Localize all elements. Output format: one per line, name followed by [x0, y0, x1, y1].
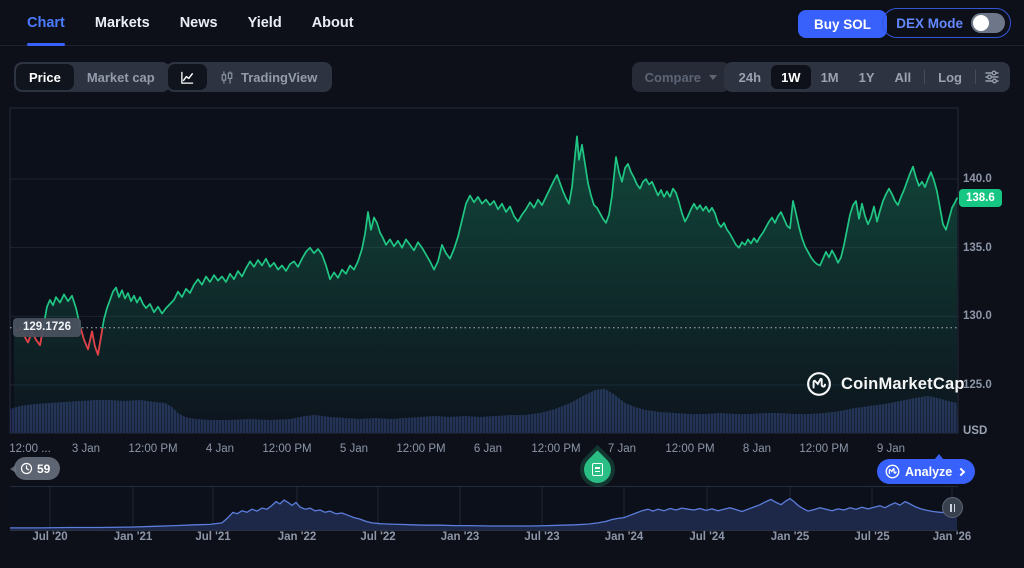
chart-type-switch: TradingView [166, 62, 333, 92]
price-marketcap-switch: Price Market cap [14, 62, 170, 92]
y-tick-label: 135.0 [963, 241, 992, 254]
tab-price[interactable]: Price [16, 64, 74, 90]
tradingview-mode-button[interactable]: TradingView [207, 64, 330, 90]
minimap-tick-label: Jul '20 [32, 531, 68, 543]
minimap-tick-label: Jan '25 [770, 531, 810, 543]
x-tick-label: 3 Jan [71, 443, 101, 455]
minimap-tick-label: Jan '23 [440, 531, 480, 543]
prev-close-price-pill: 129.1726 [13, 318, 81, 337]
nav-tabs: Chart Markets News Yield About [27, 0, 354, 46]
x-tick-label: 9 Jan [876, 443, 906, 455]
range-button-1w[interactable]: 1W [771, 65, 811, 89]
tab-about[interactable]: About [311, 15, 354, 31]
minimap-tick-label: Jul '23 [524, 531, 560, 543]
minimap-range-handle[interactable] [942, 497, 963, 518]
y-tick-label: 130.0 [963, 310, 992, 323]
dex-mode-switch[interactable] [971, 13, 1005, 33]
coinmarketcap-logo-icon [807, 372, 831, 396]
chart-settings-button[interactable] [979, 65, 1005, 89]
x-tick-label: 6 Jan [473, 443, 503, 455]
minimap-tick-label: Jan '22 [277, 531, 317, 543]
x-tick-label: 8 Jan [742, 443, 772, 455]
range-button-1m[interactable]: 1M [820, 69, 839, 85]
x-tick-label: 12:00 PM [396, 443, 446, 455]
analyze-label: Analyze [905, 464, 953, 479]
tab-news[interactable]: News [179, 15, 218, 31]
sliders-icon [985, 70, 999, 84]
tab-market-cap[interactable]: Market cap [86, 69, 155, 85]
chevron-right-icon [957, 467, 966, 476]
coinmarketcap-watermark: CoinMarketCap [806, 371, 965, 397]
history-count: 59 [37, 461, 51, 476]
divider [975, 70, 976, 84]
minimap-tick-label: Jul '24 [689, 531, 725, 543]
watermark-text: CoinMarketCap [841, 374, 965, 393]
x-tick-label: 7 Jan [607, 443, 637, 455]
x-tick-label: 12:00 PM [531, 443, 581, 455]
time-range-selector: 24h 1W 1M 1Y All Log [723, 62, 1010, 92]
x-tick-label: 12:00 PM [128, 443, 178, 455]
minimap-tick-label: Jan '24 [604, 531, 644, 543]
x-tick-label: 5 Jan [339, 443, 369, 455]
x-tick-label: 4 Jan [205, 443, 235, 455]
log-scale-button[interactable]: Log [938, 69, 962, 85]
line-chart-mode-button[interactable] [168, 64, 207, 90]
x-tick-label: 12:00 PM [799, 443, 849, 455]
range-button-24h[interactable]: 24h [738, 69, 762, 85]
x-tick-label: 12:00 PM [262, 443, 312, 455]
tab-yield[interactable]: Yield [247, 15, 282, 31]
divider [924, 70, 926, 84]
coinmarketcap-logo-icon [885, 464, 900, 479]
currency-label: USD [963, 425, 988, 437]
clock-history-icon [20, 462, 33, 475]
top-nav: Chart Markets News Yield About Buy SOL DEX M… [0, 0, 1024, 46]
toggle-knob [973, 15, 989, 31]
dex-mode-toggle-pill[interactable]: DEX Mode [882, 8, 1011, 38]
y-tick-label: 140.0 [963, 173, 992, 185]
current-price-badge: 138.6 [959, 189, 1002, 207]
dex-mode-label: DEX Mode [896, 15, 963, 31]
tab-markets[interactable]: Markets [94, 15, 150, 31]
chevron-down-icon [709, 74, 717, 80]
analyze-button[interactable]: Analyze [877, 454, 976, 484]
minimap-tick-label: Jan '26 [932, 531, 972, 543]
candlestick-icon [221, 70, 233, 84]
range-button-1y[interactable]: 1Y [858, 69, 875, 85]
y-tick-label: 125.0 [963, 379, 992, 391]
line-chart-icon [181, 71, 194, 84]
compare-label: Compare [644, 69, 701, 85]
document-icon [592, 463, 603, 476]
history-count-badge[interactable]: 59 [9, 457, 61, 480]
range-button-all[interactable]: All [894, 69, 912, 85]
minimap-tick-label: Jul '21 [195, 531, 231, 543]
tradingview-label: TradingView [241, 69, 318, 85]
minimap-tick-label: Jul '22 [360, 531, 396, 543]
tab-chart[interactable]: Chart [27, 0, 65, 46]
compare-button[interactable]: Compare [631, 62, 730, 92]
x-tick-label: 12:00 PM [665, 443, 715, 455]
minimap-tick-label: Jul '25 [854, 531, 890, 543]
x-tick-label: 12:00 ... [9, 443, 51, 455]
range-buttons: 24h 1W 1M 1Y All [729, 65, 922, 89]
minimap-tick-label: Jan '21 [113, 531, 153, 543]
buy-sol-button[interactable]: Buy SOL [797, 10, 887, 38]
